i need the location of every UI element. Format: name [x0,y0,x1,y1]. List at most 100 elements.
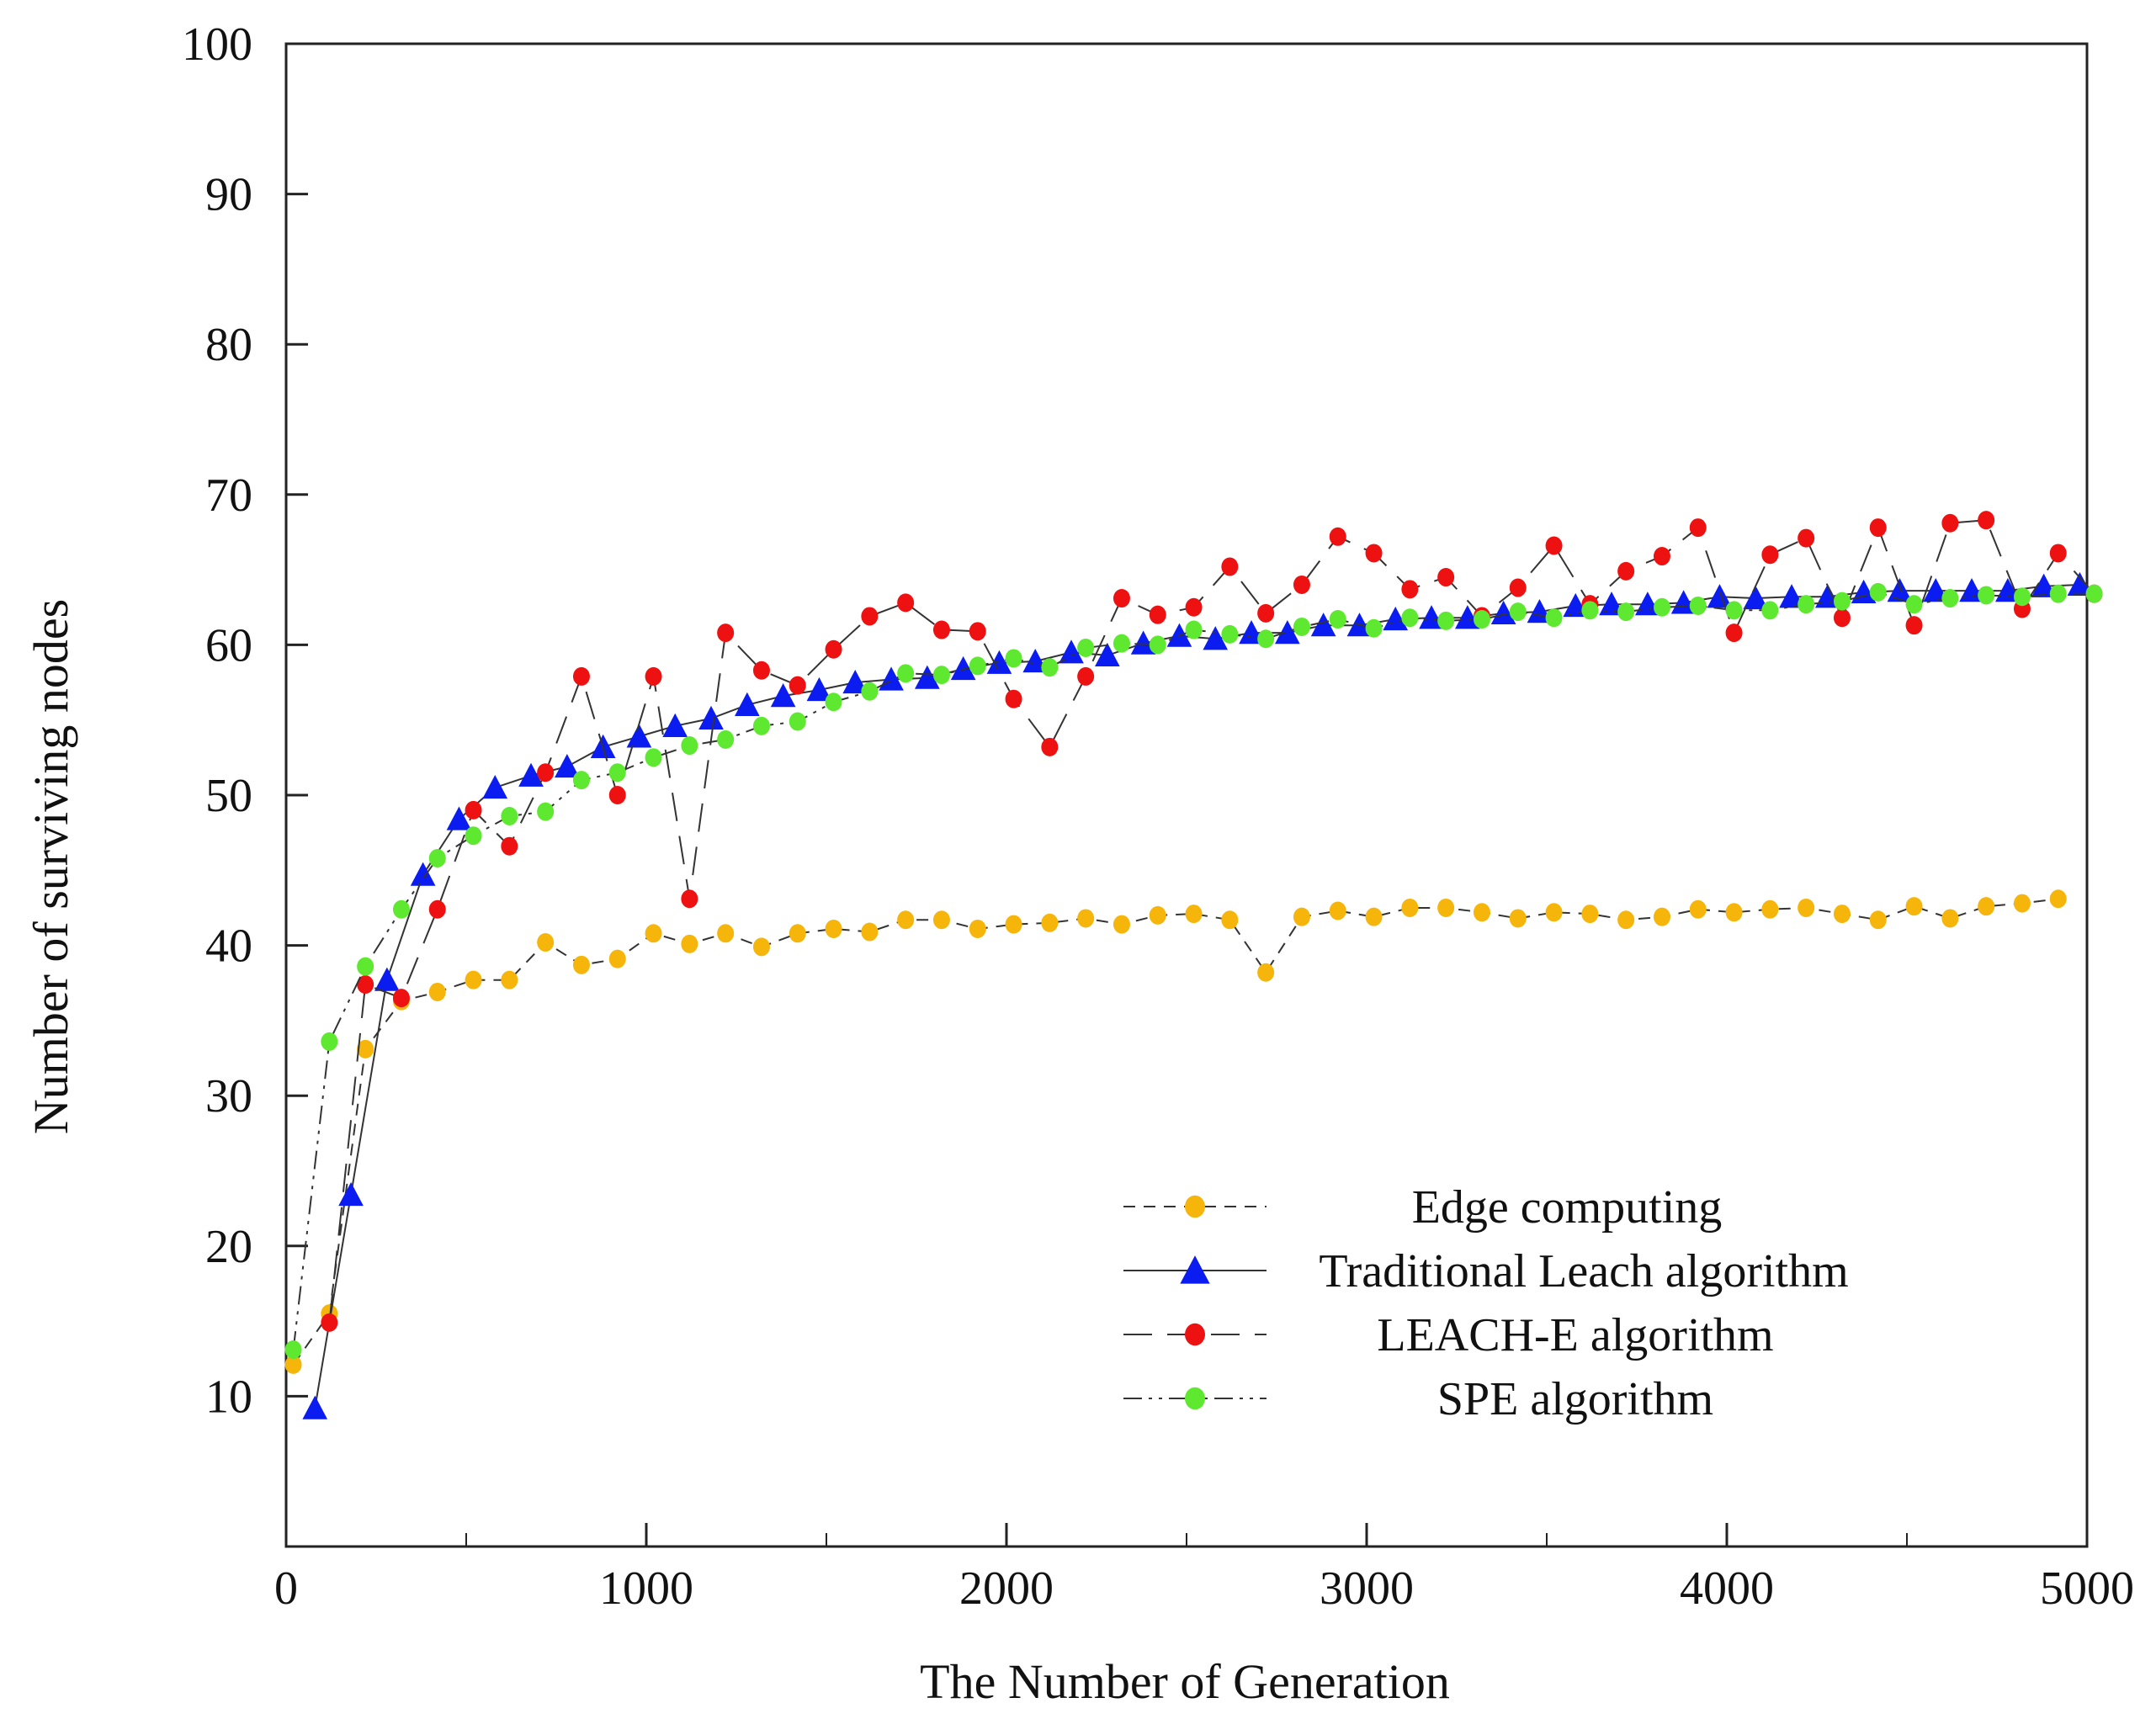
data-point [1022,648,1049,673]
data-point [717,623,735,643]
data-point [1221,624,1239,644]
legend-label: SPE algorithm [1437,1373,1713,1425]
data-point [1617,910,1635,930]
data-point [1473,903,1490,922]
x-tick-label: 3000 [1320,1562,1414,1615]
data-point [1059,639,1084,664]
data-point [1149,605,1166,624]
data-point [825,692,842,712]
data-point [1887,578,1913,602]
data-point [1905,897,1923,916]
data-point [1581,601,1599,620]
data-point [1310,613,1336,637]
y-axis-label: Number of surviving nodes [24,599,78,1134]
data-point [1617,602,1635,622]
data-point [1923,578,1949,602]
data-point [789,924,806,943]
y-tick-label: 20 [205,1221,252,1273]
data-point [1653,907,1670,926]
data-point [1941,909,1959,928]
data-point [1833,608,1851,628]
data-point [1653,547,1670,566]
data-point [1185,905,1203,924]
data-point [284,1340,302,1360]
data-point [1815,584,1840,608]
data-point [446,806,472,830]
series-3 [284,582,2103,1360]
data-point [1041,658,1059,677]
series-0 [284,889,2067,1374]
data-point [1725,601,1743,620]
data-point [428,899,446,919]
x-tick-label: 2000 [959,1562,1054,1615]
data-point [1617,561,1635,581]
data-point [537,933,555,952]
data-point [1725,903,1743,922]
data-point [1563,592,1589,618]
data-point [2049,584,2067,603]
data-point [410,862,436,886]
data-point [1545,608,1563,628]
data-point [1635,592,1660,616]
data-point [1113,589,1130,608]
data-point [537,802,555,821]
data-point [861,922,879,942]
data-point [806,676,832,702]
data-point [1437,611,1455,630]
data-point [374,967,400,991]
data-point [1509,909,1527,928]
data-point [1437,898,1455,917]
x-axis-label: The Number of Generation [920,1654,1450,1709]
data-point [1798,898,1815,917]
data-point [284,1355,302,1374]
data-point [735,692,760,716]
data-point [1041,737,1059,756]
data-point [1077,666,1095,686]
data-point [1041,913,1059,932]
y-tick-label: 30 [205,1070,252,1122]
data-point [1761,545,1779,565]
data-point [932,620,950,639]
data-point [969,919,986,938]
data-point [1401,580,1419,599]
data-point [338,1182,364,1207]
data-point [717,924,735,943]
data-point [1743,585,1769,610]
data-point [321,1313,338,1332]
legend-marker [1185,1387,1205,1410]
data-point [357,957,374,976]
data-point [1077,909,1095,928]
data-point [1095,642,1120,667]
y-tick-label: 10 [205,1371,252,1423]
data-point [645,748,662,767]
data-point [1779,584,1804,608]
data-point [969,656,986,676]
data-point [842,669,868,694]
data-point [1905,595,1923,614]
data-point [572,771,590,790]
data-point [1761,601,1779,620]
data-point [1365,618,1383,638]
data-point [897,593,915,613]
data-point [1005,915,1022,934]
data-point [1293,907,1310,926]
data-point [1419,605,1444,629]
data-point [717,730,735,749]
data-point [1365,907,1383,926]
data-point [1257,603,1275,623]
legend: Edge computing Traditional Leach algorith… [1123,1181,1849,1425]
y-tick-label: 40 [205,921,252,973]
data-point [482,774,508,799]
data-point [1005,649,1022,668]
data-point [1185,620,1203,639]
data-point [969,622,986,641]
data-point [1329,901,1346,921]
y-tick-label: 90 [205,169,252,221]
data-point [1599,592,1624,616]
data-point [302,1395,328,1419]
data-point [752,661,770,680]
data-point [1545,903,1563,922]
data-point [1725,623,1743,643]
data-point [1365,544,1383,563]
data-point [428,849,446,868]
